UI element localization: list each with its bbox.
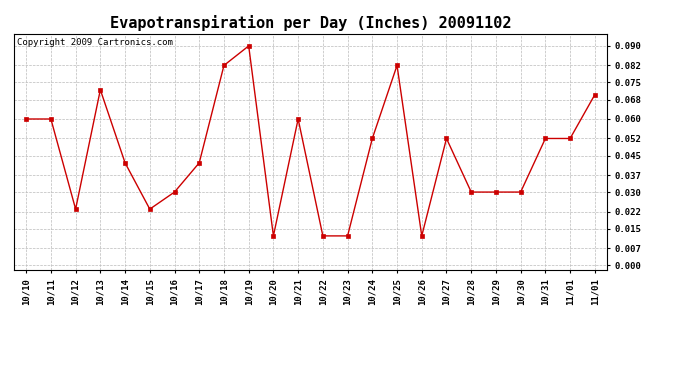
Title: Evapotranspiration per Day (Inches) 20091102: Evapotranspiration per Day (Inches) 2009… (110, 15, 511, 31)
Text: Copyright 2009 Cartronics.com: Copyright 2009 Cartronics.com (17, 39, 172, 48)
